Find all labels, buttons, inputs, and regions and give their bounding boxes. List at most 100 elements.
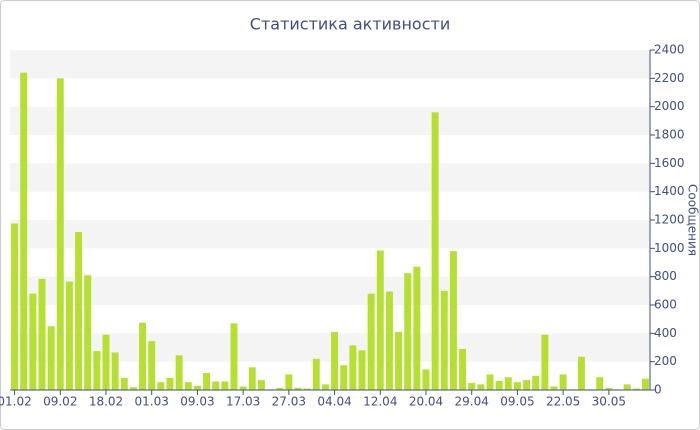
- grid-band: [10, 220, 650, 249]
- bar: [477, 384, 485, 390]
- bar: [367, 293, 375, 390]
- grid-band: [10, 276, 650, 305]
- bar: [248, 367, 256, 390]
- bar: [294, 387, 302, 390]
- y-tick-label: 2000: [654, 99, 685, 113]
- bar: [193, 385, 201, 390]
- x-tick-label: 12.04: [363, 395, 397, 409]
- bar: [65, 281, 73, 390]
- bar: [623, 384, 631, 390]
- grid-band: [10, 163, 650, 192]
- bar: [93, 351, 101, 390]
- x-tick-label: 04.04: [317, 395, 351, 409]
- bar: [486, 374, 494, 390]
- bar: [47, 326, 55, 390]
- bar: [385, 291, 393, 390]
- bar: [449, 251, 457, 390]
- x-tick-label: 01.02: [0, 395, 32, 409]
- bar: [321, 384, 329, 390]
- bar: [641, 378, 649, 390]
- bar: [577, 356, 585, 390]
- y-tick-label: 1000: [654, 241, 685, 255]
- grid-band: [10, 106, 650, 135]
- bar: [504, 377, 512, 390]
- bar: [340, 365, 348, 390]
- x-tick-label: 20.04: [409, 395, 443, 409]
- bar: [221, 381, 229, 390]
- x-tick-label: 17.03: [226, 395, 260, 409]
- bar: [312, 358, 320, 390]
- x-tick-label: 01.03: [135, 395, 169, 409]
- y-axis-title: Сообщения: [686, 184, 700, 256]
- y-tick-label: 1800: [654, 128, 685, 142]
- bar: [175, 355, 183, 390]
- bar: [239, 386, 247, 390]
- x-tick-label: 22.05: [546, 395, 580, 409]
- bar: [513, 382, 521, 390]
- bar: [596, 377, 604, 390]
- x-tick-label: 30.05: [592, 395, 626, 409]
- chart-title: Статистика активности: [250, 15, 450, 34]
- bar: [550, 386, 558, 390]
- x-tick-label: 09.02: [43, 395, 77, 409]
- bar: [605, 387, 613, 390]
- bar: [404, 273, 412, 390]
- bar: [129, 387, 137, 390]
- bar: [203, 373, 211, 390]
- bar: [148, 341, 156, 390]
- y-tick-label: 200: [654, 354, 677, 368]
- bar: [230, 323, 238, 390]
- bar: [102, 334, 110, 390]
- bar: [395, 331, 403, 390]
- y-tick-label: 0: [654, 383, 662, 397]
- bar: [285, 374, 293, 390]
- y-tick-label: 1600: [654, 156, 685, 170]
- bar: [212, 381, 220, 390]
- y-tick-label: 2200: [654, 71, 685, 85]
- bar: [11, 223, 19, 390]
- bar: [257, 380, 265, 390]
- bar: [157, 382, 165, 390]
- grid-band: [10, 50, 650, 79]
- y-tick-label: 800: [654, 269, 677, 283]
- bar: [431, 112, 439, 390]
- bar: [111, 352, 119, 390]
- x-tick-label: 18.02: [89, 395, 123, 409]
- bar: [166, 377, 174, 390]
- bar: [84, 275, 92, 390]
- bar: [422, 369, 430, 390]
- bar: [376, 250, 384, 390]
- bar: [413, 266, 421, 390]
- x-tick-label: 09.03: [180, 395, 214, 409]
- y-tick-label: 400: [654, 326, 677, 340]
- y-tick-label: 1200: [654, 213, 685, 227]
- bar: [276, 387, 284, 390]
- x-tick-label: 09.05: [500, 395, 534, 409]
- bar: [532, 375, 540, 390]
- bar: [358, 350, 366, 390]
- bar: [632, 388, 640, 390]
- bar: [38, 278, 46, 390]
- bar: [75, 232, 83, 390]
- bar: [120, 377, 128, 390]
- bar: [184, 382, 192, 390]
- y-tick-label: 600: [654, 298, 677, 312]
- bar: [56, 78, 64, 390]
- bar: [29, 293, 37, 390]
- bar: [468, 382, 476, 390]
- bar: [440, 290, 448, 390]
- bar: [459, 348, 467, 390]
- bar: [139, 322, 147, 390]
- bar: [303, 388, 311, 390]
- bar: [541, 334, 549, 390]
- bar: [349, 345, 357, 390]
- y-tick-label: 2400: [654, 43, 685, 57]
- bar: [523, 380, 531, 390]
- bar: [20, 72, 28, 391]
- bar: [495, 380, 503, 390]
- x-tick-label: 29.04: [455, 395, 489, 409]
- y-tick-label: 1400: [654, 184, 685, 198]
- x-tick-label: 27.03: [272, 395, 306, 409]
- bar: [559, 374, 567, 390]
